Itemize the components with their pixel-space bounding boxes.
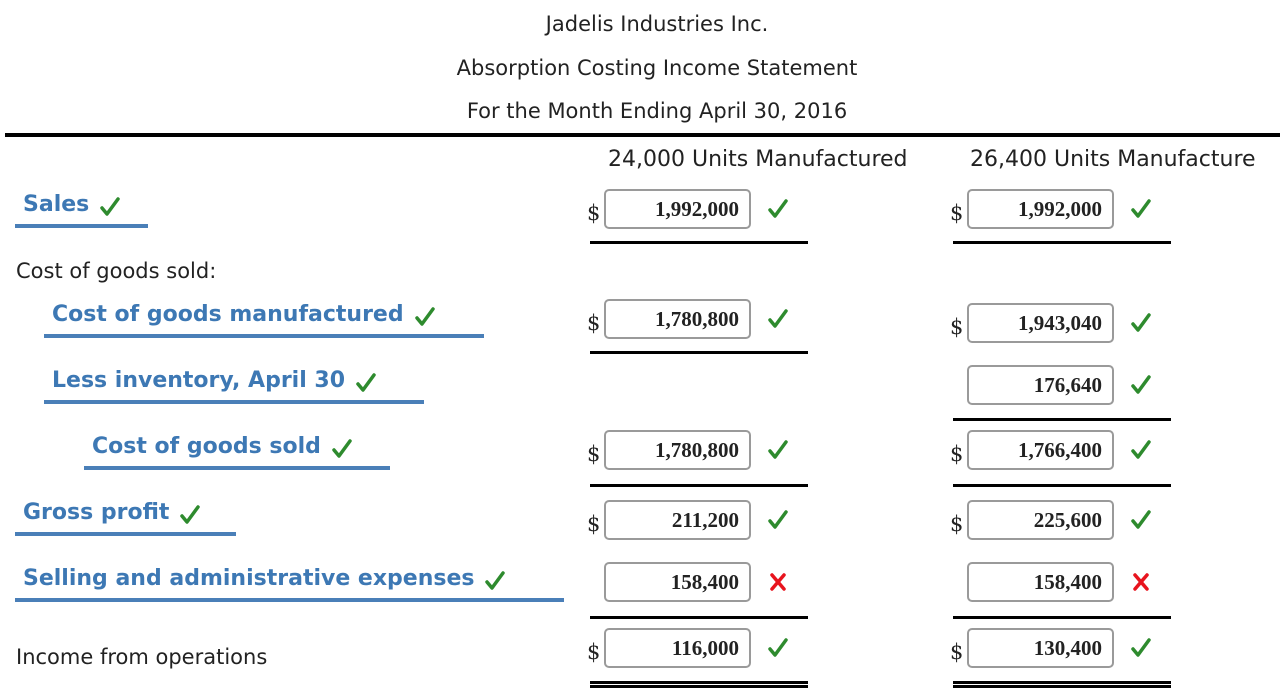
double-underline <box>953 681 1171 688</box>
sales-label: Sales <box>23 192 90 217</box>
underline <box>590 241 808 244</box>
cogm-col1: $ 1,780,800 <box>587 299 807 347</box>
underline <box>590 616 808 619</box>
dollar-sign: $ <box>587 201 601 225</box>
sga-label-select[interactable]: Selling and administrative expenses <box>15 566 564 602</box>
column-header-26400: 26,400 Units Manufacture <box>970 147 1256 172</box>
cogs-col2: $ 1,766,400 <box>950 430 1170 478</box>
gross-profit-col2: $ 225,600 <box>950 500 1170 548</box>
check-icon <box>180 504 201 524</box>
check-icon <box>332 438 352 458</box>
gross-profit-label: Gross profit <box>23 500 170 525</box>
less-inventory-col2: 176,640 <box>950 365 1170 413</box>
header-divider <box>5 133 1280 137</box>
dollar-sign: $ <box>587 442 601 466</box>
underline <box>953 241 1171 244</box>
underline <box>953 418 1171 421</box>
less-inventory-col2-input[interactable]: 176,640 <box>967 365 1114 405</box>
cogm-col2: $ 1,943,040 <box>950 303 1170 351</box>
x-icon <box>1133 573 1149 591</box>
check-icon <box>768 309 788 328</box>
sga-col1-input[interactable]: 158,400 <box>604 562 751 602</box>
check-icon <box>768 638 788 657</box>
dollar-sign: $ <box>950 512 964 536</box>
check-icon <box>485 570 506 590</box>
gross-profit-col2-input[interactable]: 225,600 <box>967 500 1114 540</box>
income-label: Income from operations <box>16 645 268 669</box>
sales-col1-input[interactable]: 1,992,000 <box>604 189 751 229</box>
dollar-sign: $ <box>950 201 964 225</box>
underline <box>590 484 808 487</box>
check-icon <box>768 510 788 529</box>
cogm-col2-input[interactable]: 1,943,040 <box>967 303 1114 343</box>
dollar-sign: $ <box>587 311 601 335</box>
cogm-col1-input[interactable]: 1,780,800 <box>604 299 751 339</box>
underline <box>590 351 808 354</box>
cogs-heading: Cost of goods sold: <box>16 259 217 283</box>
cogs-col1-input[interactable]: 1,780,800 <box>604 430 751 470</box>
sga-col2-input[interactable]: 158,400 <box>967 562 1114 602</box>
income-col1-input[interactable]: 116,000 <box>604 628 751 668</box>
sales-label-select[interactable]: Sales <box>15 192 148 228</box>
check-icon <box>1131 510 1151 529</box>
dollar-sign: $ <box>950 315 964 339</box>
cogs-label-select[interactable]: Cost of goods sold <box>84 434 390 470</box>
less-inventory-label: Less inventory, April 30 <box>52 368 346 393</box>
statement-title: Absorption Costing Income Statement <box>456 56 858 80</box>
cogs-col1: $ 1,780,800 <box>587 430 807 478</box>
sales-col2-input[interactable]: 1,992,000 <box>967 189 1114 229</box>
check-icon <box>356 372 376 392</box>
check-icon <box>1131 375 1151 394</box>
underline <box>953 616 1171 619</box>
check-icon <box>414 306 435 326</box>
sga-col1: 158,400 <box>587 562 807 610</box>
sga-label: Selling and administrative expenses <box>23 566 475 591</box>
less-inventory-label-select[interactable]: Less inventory, April 30 <box>44 368 424 404</box>
dollar-sign: $ <box>950 442 964 466</box>
cogs-col2-input[interactable]: 1,766,400 <box>967 430 1114 470</box>
cogs-label: Cost of goods sold <box>92 434 321 459</box>
sales-col1: $ 1,992,000 <box>587 189 807 237</box>
gross-profit-col1-input[interactable]: 211,200 <box>604 500 751 540</box>
check-icon <box>100 196 120 216</box>
check-icon <box>768 440 788 459</box>
underline <box>953 484 1171 487</box>
check-icon <box>768 199 788 218</box>
income-col2-input[interactable]: 130,400 <box>967 628 1114 668</box>
income-col2: $ 130,400 <box>950 628 1170 676</box>
cogm-label-select[interactable]: Cost of goods manufactured <box>44 302 484 338</box>
check-icon <box>1131 638 1151 657</box>
statement-period: For the Month Ending April 30, 2016 <box>466 99 848 123</box>
gross-profit-label-select[interactable]: Gross profit <box>15 500 236 536</box>
dollar-sign: $ <box>950 640 964 664</box>
company-name: Jadelis Industries Inc. <box>545 12 769 36</box>
check-icon <box>1131 199 1151 218</box>
x-icon <box>770 573 786 591</box>
gross-profit-col1: $ 211,200 <box>587 500 807 548</box>
income-col1: $ 116,000 <box>587 628 807 676</box>
cogm-label: Cost of goods manufactured <box>52 302 404 327</box>
column-header-24000: 24,000 Units Manufactured <box>608 147 908 172</box>
check-icon <box>1131 313 1151 332</box>
sales-col2: $ 1,992,000 <box>950 189 1170 237</box>
sga-col2: 158,400 <box>950 562 1170 610</box>
dollar-sign: $ <box>587 640 601 664</box>
check-icon <box>1131 440 1151 459</box>
double-underline <box>590 681 808 688</box>
dollar-sign: $ <box>587 512 601 536</box>
